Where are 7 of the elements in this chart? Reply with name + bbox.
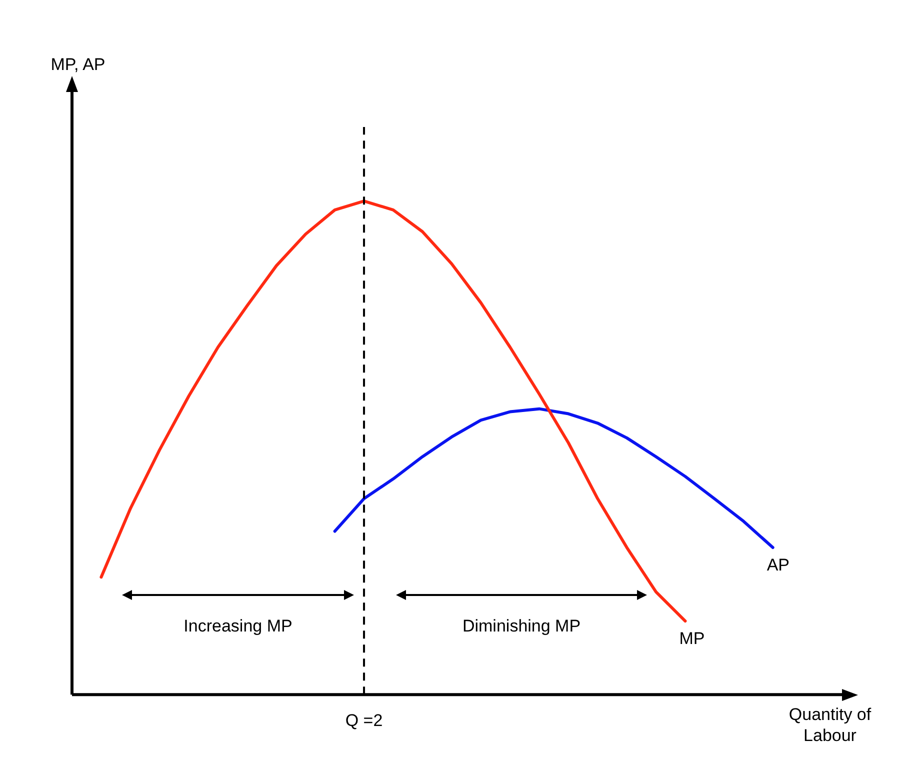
annotation: Increasing MP [184,616,292,636]
text: Q =2 [345,710,383,730]
annotation: Diminishing MP [462,616,581,636]
series-label: AP [766,556,790,575]
text: MP, AP [50,55,106,74]
series-label: MP [679,629,705,648]
x-axis-title: Quantity of Labour [788,704,872,745]
